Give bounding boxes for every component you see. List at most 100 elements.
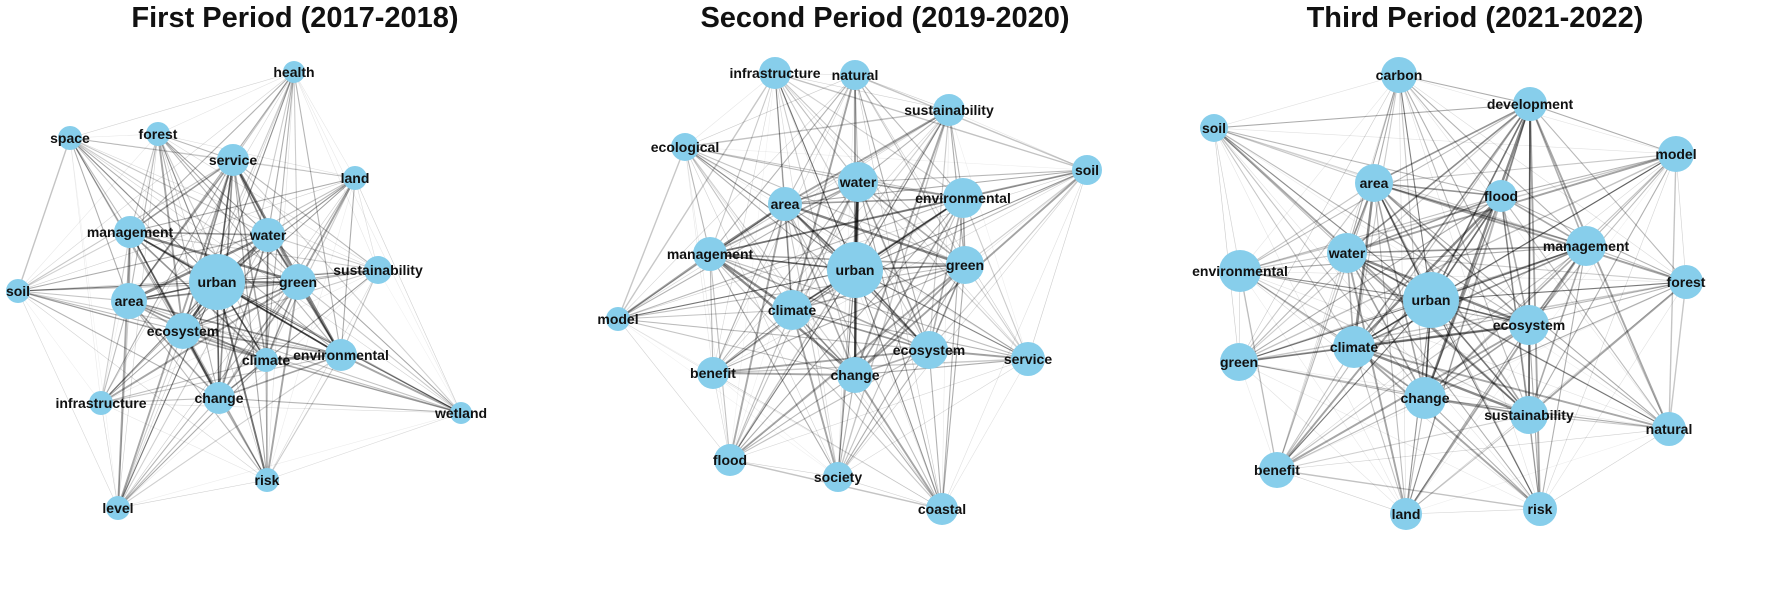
edge-soil-urban bbox=[854, 169, 1088, 271]
edge-soil-flood bbox=[729, 169, 1088, 461]
edge-climate-risk bbox=[265, 359, 268, 481]
edge-green-climate bbox=[791, 264, 966, 311]
edge-health-management bbox=[129, 71, 295, 233]
edge-climate-benefit bbox=[1276, 346, 1355, 471]
edge-change-risk bbox=[1424, 397, 1541, 510]
node-circle bbox=[1566, 226, 1606, 266]
edge-sustainability-natural bbox=[1528, 414, 1670, 430]
edge-urban-flood bbox=[729, 269, 856, 461]
edge-space-urban bbox=[69, 137, 218, 283]
node-label: change bbox=[194, 390, 243, 406]
node-label: forest bbox=[1667, 274, 1706, 290]
edge-development-water bbox=[1346, 103, 1531, 254]
edge-area-environmental bbox=[1239, 182, 1375, 272]
node-circle bbox=[1513, 87, 1547, 121]
edge-health-risk bbox=[266, 71, 295, 481]
edge-model-flood bbox=[1500, 153, 1677, 197]
edge-space-land bbox=[69, 137, 356, 179]
edge-space-change bbox=[69, 137, 220, 399]
edge-climate-coastal bbox=[791, 309, 943, 510]
edge-model-benefit bbox=[617, 318, 714, 374]
node-change: change bbox=[830, 357, 880, 393]
edge-forest-benefit bbox=[1276, 281, 1687, 471]
edge-management-ecosystem bbox=[709, 253, 930, 351]
node-label: ecosystem bbox=[1493, 317, 1565, 333]
edge-management-benefit bbox=[709, 253, 714, 374]
edge-soil-urban bbox=[17, 281, 218, 292]
edge-development-change bbox=[1423, 103, 1532, 399]
edge-green-natural bbox=[1238, 361, 1670, 430]
edge-infrastructure-risk bbox=[100, 402, 268, 481]
edge-forest-change bbox=[1424, 281, 1687, 399]
node-label: water bbox=[1328, 245, 1366, 261]
edge-land-sustainability bbox=[354, 177, 379, 271]
edge-ecological-coastal bbox=[684, 146, 943, 510]
node-label: benefit bbox=[690, 365, 736, 381]
edge-forest-infrastructure bbox=[100, 133, 159, 404]
edge-model-change bbox=[617, 318, 856, 376]
edge-benefit-land bbox=[1276, 469, 1407, 515]
edge-soil-green bbox=[964, 169, 1088, 266]
edge-model-forest bbox=[1675, 153, 1687, 283]
node-environmental: environmental bbox=[1192, 250, 1288, 292]
edge-health-land bbox=[293, 71, 356, 179]
node-label: soil bbox=[6, 283, 30, 299]
edge-health-forest bbox=[157, 71, 295, 135]
edge-soil-infrastructure bbox=[17, 290, 102, 404]
edge-forest-ecosystem bbox=[1528, 281, 1687, 326]
edge-urban-green bbox=[1238, 299, 1432, 363]
edge-sustainability-infrastructure bbox=[100, 269, 379, 404]
node-circle bbox=[1333, 326, 1375, 368]
node-water: water bbox=[838, 162, 878, 202]
edge-carbon-climate bbox=[1353, 74, 1400, 348]
node-model: model bbox=[597, 307, 639, 331]
node-label: ecosystem bbox=[893, 342, 965, 358]
edge-management-environmental bbox=[1239, 245, 1587, 272]
node-circle bbox=[6, 279, 30, 303]
edge-service-change bbox=[854, 358, 1029, 376]
edge-development-benefit bbox=[1276, 103, 1531, 471]
edge-service-ecosystem bbox=[182, 159, 234, 332]
node-circle bbox=[1510, 396, 1548, 434]
node-circle bbox=[203, 382, 235, 414]
edge-water-service bbox=[857, 181, 1029, 360]
edge-sustainability-coastal bbox=[941, 109, 950, 510]
node-circle bbox=[714, 444, 746, 476]
node-label: climate bbox=[1330, 339, 1378, 355]
edge-land-water bbox=[267, 177, 356, 236]
node-circle bbox=[1669, 265, 1703, 299]
edge-soil-risk bbox=[17, 290, 268, 481]
edge-urban-benefit bbox=[1276, 299, 1432, 471]
node-circle bbox=[759, 57, 791, 89]
node-label: ecological bbox=[651, 139, 719, 155]
edge-management-coastal bbox=[709, 253, 943, 510]
edge-urban-risk bbox=[216, 281, 268, 481]
node-society: society bbox=[814, 462, 862, 492]
edge-health-sustainability bbox=[293, 71, 379, 271]
edge-water-ecosystem bbox=[857, 181, 930, 351]
edge-health-environmental bbox=[293, 71, 342, 356]
node-circle bbox=[280, 264, 316, 300]
edge-carbon-management bbox=[1398, 74, 1587, 247]
edge-space-level bbox=[69, 137, 119, 509]
edge-sustainability-climate bbox=[791, 109, 950, 311]
edge-infrastructure-wetland bbox=[100, 402, 462, 414]
node-ecosystem: ecosystem bbox=[1493, 305, 1565, 345]
edge-health-area bbox=[128, 71, 295, 302]
node-circle bbox=[254, 348, 278, 372]
edge-green-land bbox=[1238, 361, 1407, 515]
node-circle bbox=[89, 391, 113, 415]
edge-sustainability-ecological bbox=[684, 109, 950, 148]
edge-soil-flood bbox=[1213, 127, 1502, 197]
edge-sustainability-urban bbox=[854, 109, 950, 271]
edge-ecosystem-flood bbox=[729, 349, 930, 461]
edge-environmental-wetland bbox=[340, 354, 462, 414]
edge-flood-society bbox=[729, 459, 839, 478]
edge-management-infrastructure bbox=[100, 231, 131, 404]
edge-water-sustainability bbox=[1346, 252, 1530, 416]
edge-management-society bbox=[709, 253, 839, 478]
edge-development-area bbox=[1373, 103, 1531, 184]
edge-ecological-water bbox=[684, 146, 859, 183]
edge-ecological-green bbox=[684, 146, 966, 266]
edge-green-coastal bbox=[941, 264, 966, 510]
